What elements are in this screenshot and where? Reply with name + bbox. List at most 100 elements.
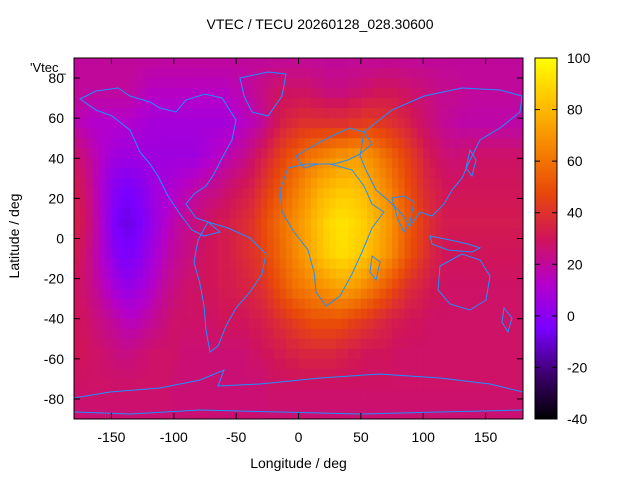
heatmap-cell	[516, 378, 523, 390]
heatmap-cell	[286, 198, 293, 210]
heatmap-cell	[410, 368, 418, 380]
heatmap-cell	[416, 328, 424, 340]
heatmap-cell	[117, 128, 125, 139]
heatmap-cell	[510, 68, 518, 79]
heatmap-cell	[267, 78, 275, 89]
heatmap-cell	[204, 178, 212, 189]
heatmap-cell	[267, 198, 275, 210]
heatmap-cell	[161, 188, 169, 199]
heatmap-cell	[98, 158, 106, 169]
heatmap-cell	[516, 218, 523, 230]
heatmap-cell	[161, 368, 169, 380]
heatmap-cell	[404, 68, 412, 79]
heatmap-cell	[273, 178, 281, 189]
heatmap-cell	[136, 178, 144, 189]
heatmap-cell	[192, 68, 200, 79]
heatmap-cell	[167, 78, 175, 89]
heatmap-cell	[473, 358, 480, 370]
heatmap-cell	[348, 328, 356, 340]
heatmap-cell	[416, 318, 424, 330]
heatmap-cell	[385, 408, 393, 419]
heatmap-cell	[273, 388, 281, 400]
heatmap-cell	[86, 358, 94, 370]
heatmap-cell	[398, 88, 406, 99]
heatmap-cell	[410, 378, 418, 390]
heatmap-cell	[510, 318, 518, 330]
heatmap-cell	[117, 238, 125, 250]
heatmap-cell	[105, 288, 113, 300]
heatmap-cell	[317, 378, 325, 390]
heatmap-cell	[173, 228, 181, 240]
heatmap-cell	[242, 338, 250, 350]
heatmap-cell	[317, 348, 325, 360]
heatmap-cell	[329, 108, 337, 119]
heatmap-cell	[161, 208, 169, 220]
heatmap-cell	[416, 248, 424, 260]
heatmap-cell	[385, 378, 393, 390]
heatmap-cell	[279, 398, 287, 410]
heatmap-cell	[429, 228, 437, 240]
heatmap-cell	[454, 278, 462, 290]
heatmap-cell	[373, 338, 381, 350]
heatmap-cell	[211, 108, 219, 119]
heatmap-cell	[454, 168, 462, 179]
heatmap-cell	[423, 408, 431, 419]
heatmap-cell	[348, 278, 356, 290]
heatmap-cell	[416, 238, 424, 250]
heatmap-cell	[173, 58, 181, 69]
heatmap-cell	[342, 258, 349, 270]
heatmap-cell	[435, 408, 443, 419]
heatmap-cell	[229, 198, 237, 210]
heatmap-cell	[186, 68, 194, 79]
heatmap-cell	[192, 358, 200, 370]
heatmap-cell	[111, 338, 119, 350]
heatmap-cell	[136, 338, 144, 350]
heatmap-cell	[367, 188, 374, 199]
colorbar-tick-label: 20	[567, 256, 583, 272]
heatmap-cell	[504, 318, 512, 330]
heatmap-cell	[155, 278, 162, 290]
heatmap-cell	[441, 228, 449, 240]
heatmap-cell	[217, 108, 225, 119]
heatmap-cell	[123, 378, 131, 390]
heatmap-cell	[180, 318, 187, 330]
heatmap-cell	[167, 298, 175, 310]
heatmap-cell	[460, 88, 468, 99]
heatmap-cell	[248, 58, 256, 69]
heatmap-cell	[479, 58, 487, 69]
heatmap-cell	[223, 68, 231, 79]
heatmap-cell	[86, 138, 94, 149]
heatmap-cell	[485, 128, 493, 139]
heatmap-cell	[98, 298, 106, 310]
heatmap-cell	[479, 88, 487, 99]
heatmap-cell	[342, 78, 349, 89]
heatmap-cell	[98, 398, 106, 410]
heatmap-cell	[279, 188, 287, 199]
heatmap-cell	[105, 148, 113, 159]
heatmap-cell	[329, 328, 337, 340]
heatmap-cell	[466, 68, 474, 79]
heatmap-cell	[223, 108, 231, 119]
heatmap-cell	[510, 238, 518, 250]
heatmap-cell	[360, 198, 368, 210]
heatmap-cell	[373, 408, 381, 419]
heatmap-cell	[236, 58, 243, 69]
heatmap-cell	[385, 108, 393, 119]
heatmap-cell	[248, 358, 256, 370]
heatmap-cell	[491, 338, 499, 350]
heatmap-cell	[473, 158, 480, 169]
heatmap-cell	[92, 278, 100, 290]
heatmap-cell	[105, 78, 113, 89]
heatmap-cell	[80, 58, 88, 69]
heatmap-cell	[186, 198, 194, 210]
heatmap-cell	[229, 228, 237, 240]
heatmap-cell	[286, 338, 293, 350]
heatmap-cell	[229, 328, 237, 340]
heatmap-cell	[142, 338, 150, 350]
heatmap-cell	[516, 98, 523, 109]
heatmap-cell	[229, 298, 237, 310]
heatmap-cell	[354, 238, 362, 250]
heatmap-cell	[136, 128, 144, 139]
heatmap-cell	[304, 338, 312, 350]
heatmap-cell	[130, 78, 137, 89]
